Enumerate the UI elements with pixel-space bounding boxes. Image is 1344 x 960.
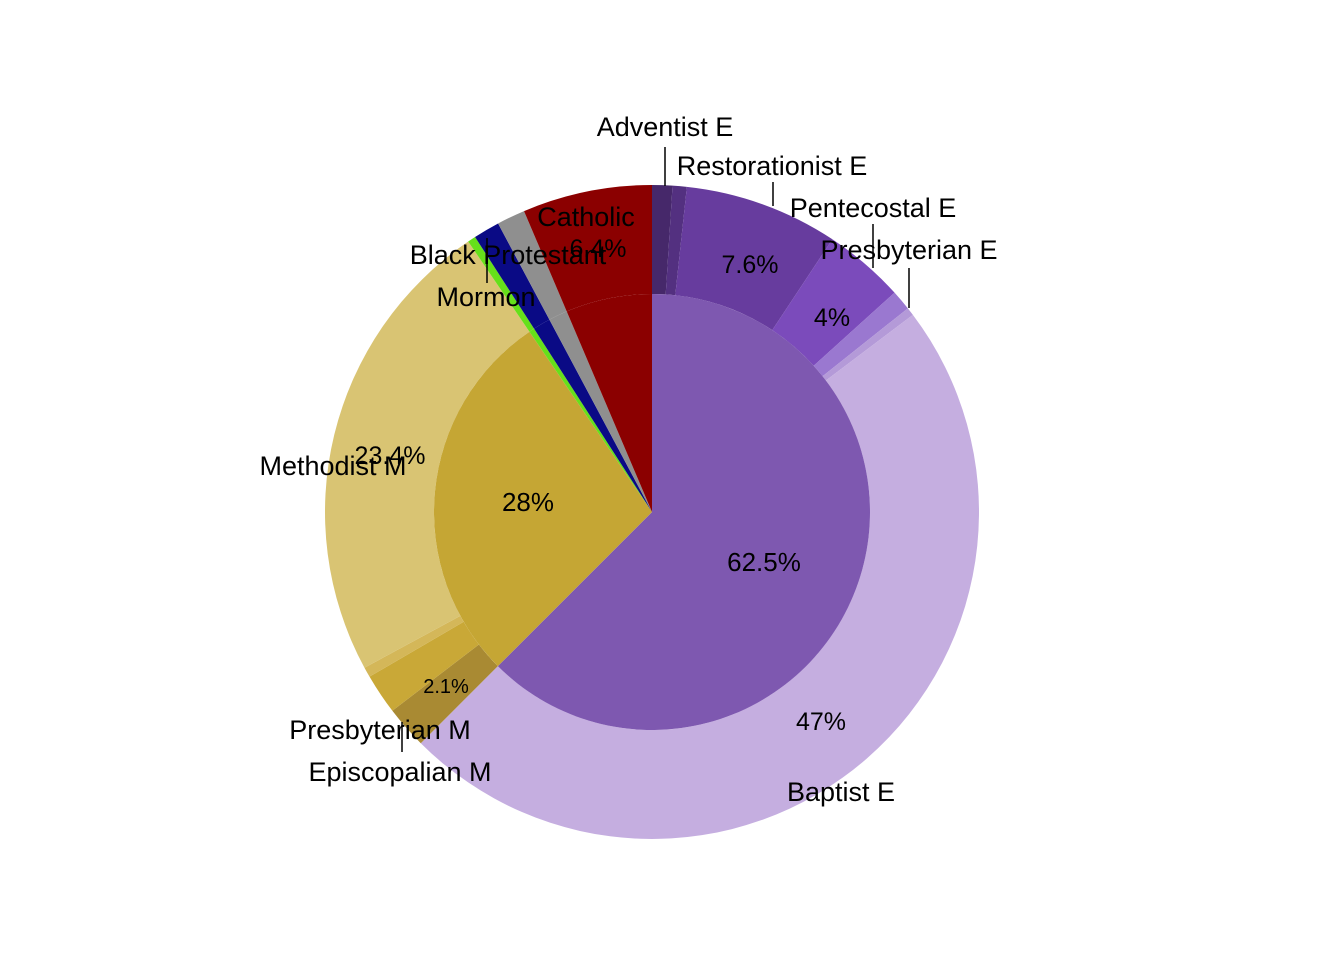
inner-slice-catholic-5 — [566, 294, 652, 512]
label-baptist-e: Baptist E — [787, 777, 895, 807]
outer-slice-black-protestant-12 — [475, 223, 550, 329]
outer-label-baptist-pct: 47% — [796, 708, 846, 736]
outer-slice-catholic-14 — [524, 185, 652, 312]
label-mormon: Mormon — [436, 282, 535, 312]
inner-slice-mormon-2 — [529, 328, 652, 512]
inner-label-evangelical-pct: 62.5% — [727, 547, 801, 577]
outer-slice-segment-9 — [364, 615, 464, 677]
inner-slice-black-protestant-3 — [534, 319, 652, 512]
outer-slice-episcopalian-m-7 — [392, 644, 498, 744]
outer-slice-segment-5 — [822, 308, 913, 381]
inner-label-mainline-pct: 28% — [502, 487, 554, 517]
label-pentecostal-e: Pentecostal E — [790, 193, 957, 223]
inner-slice-evangelical-0 — [497, 294, 871, 730]
leader-lines — [401, 147, 910, 752]
outer-slice-mormon-11 — [468, 237, 535, 332]
label-restorationist-e: Restorationist E — [677, 151, 868, 181]
outer-label-episcopalian-pct: 2.1% — [423, 676, 469, 698]
label-presbyterian-e: Presbyterian E — [820, 235, 997, 265]
inner-slice-mainline-1 — [433, 331, 652, 667]
inner-label-catholic-pct: 6.4% — [570, 235, 627, 263]
outer-label-methodist-pct: 23.4% — [355, 442, 426, 470]
label-methodist-m: Methodist M — [259, 451, 406, 481]
outer-label-presbyterian-e-pct: 4% — [814, 304, 850, 332]
label-episcopalian-m: Episcopalian M — [308, 757, 491, 787]
outer-slice-adventist-e-0 — [652, 185, 673, 295]
inner-ring — [433, 294, 871, 730]
outer-slice-segment-4 — [813, 292, 908, 377]
label-adventist-e: Adventist E — [597, 112, 734, 142]
outer-slice-presbyterian-m-8 — [369, 621, 479, 711]
chart-labels: 62.5% 28% 6.4% 7.6% 4% 47% 2.1% 23.4% Ad… — [259, 112, 997, 807]
outer-slice-baptist-e-6 — [420, 314, 980, 840]
outer-slice-restorationist-e-1 — [665, 185, 687, 296]
outer-slice-methodist-m-10 — [324, 241, 530, 668]
label-black-protestant: Black Protestant — [410, 240, 607, 270]
label-catholic: Catholic — [537, 202, 635, 232]
outer-slice-segment-13 — [498, 211, 567, 320]
inner-slice-other-4 — [549, 311, 652, 512]
outer-slice-presbyterian-e-3 — [772, 239, 895, 366]
outer-ring — [324, 185, 980, 840]
outer-label-pentecostal-pct: 7.6% — [722, 251, 779, 279]
label-presbyterian-m: Presbyterian M — [289, 715, 471, 745]
outer-slice-pentecostal-e-2 — [675, 186, 833, 331]
